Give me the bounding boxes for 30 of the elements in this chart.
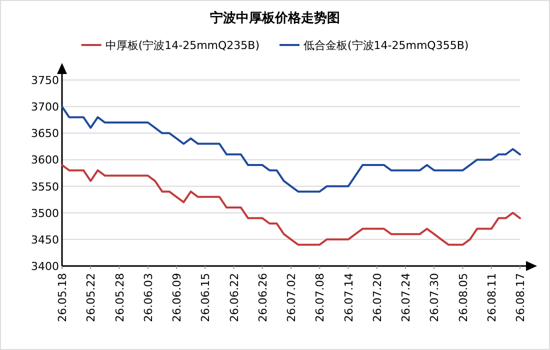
y-tick-label: 3400 — [31, 260, 59, 273]
x-tick-label: 26.06.03 — [142, 273, 155, 322]
x-tick-label: 26.08.05 — [456, 273, 470, 322]
y-tick-label: 3700 — [31, 100, 59, 114]
x-tick-label: 26.06.22 — [228, 273, 241, 322]
y-tick-label: 3450 — [31, 233, 59, 246]
x-tick-label: 26.05.18 — [56, 273, 69, 322]
x-tick-label: 26.08.11 — [485, 273, 498, 322]
chart-title: 宁波中厚板价格走势图 — [210, 10, 340, 26]
x-tick-label: 26.07.14 — [342, 273, 356, 322]
x-tick-label: 26.05.22 — [84, 273, 98, 322]
x-tick-label: 26.07.02 — [285, 273, 298, 322]
x-tick-label: 26.07.08 — [314, 273, 327, 322]
line-series — [61, 106, 521, 193]
y-tick-label: 3750 — [31, 74, 59, 87]
x-tick-label: 26.07.24 — [400, 273, 412, 322]
x-tick-label: 26.08.17 — [514, 273, 527, 322]
y-tick-label: 3650 — [31, 127, 59, 140]
x-tick-label: 26.07.30 — [428, 273, 442, 322]
x-tick-label: 26.06.09 — [170, 273, 184, 322]
x-tick-label: 26.05.28 — [113, 273, 126, 322]
legend-label: 低合金板(宁波14-25mmQ355B) — [304, 39, 469, 52]
x-tick-label: 26.06.15 — [199, 273, 212, 322]
y-tick-label: 3550 — [31, 180, 59, 194]
legend-label: 中厚板(宁波14-25mmQ235B) — [105, 39, 260, 52]
x-tick-label: 26.06.26 — [256, 273, 270, 322]
line-series — [61, 164, 521, 246]
y-tick-label: 3500 — [31, 206, 59, 220]
x-tick-label: 26.07.20 — [370, 273, 384, 322]
y-tick-label: 3600 — [31, 154, 59, 167]
